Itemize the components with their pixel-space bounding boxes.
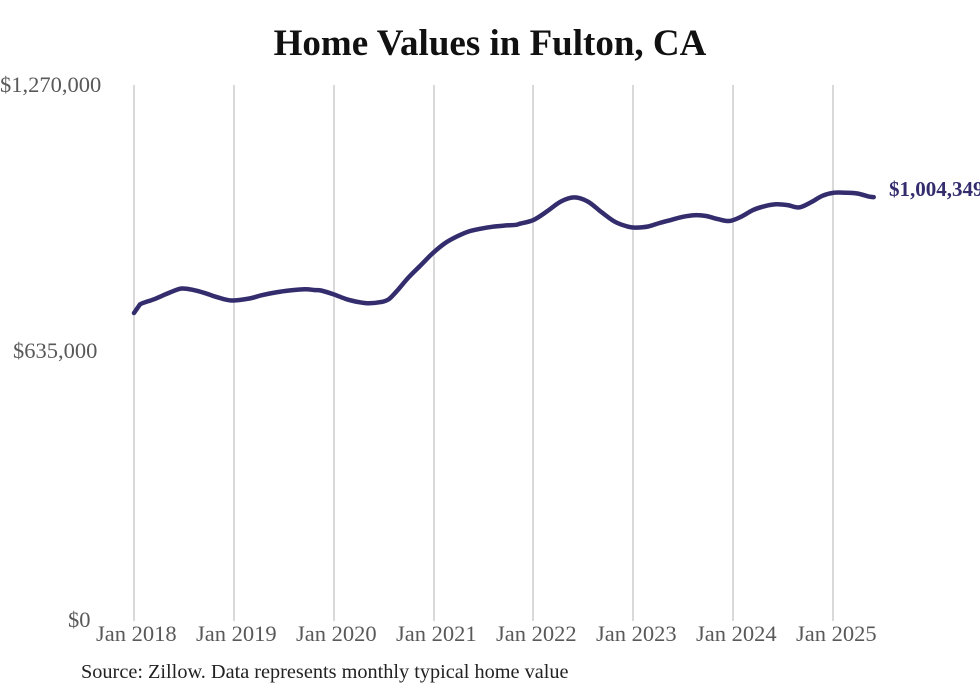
svg-text:Jan 2019: Jan 2019 xyxy=(196,621,277,646)
svg-text:Jan 2023: Jan 2023 xyxy=(596,621,677,646)
svg-text:Jan 2024: Jan 2024 xyxy=(696,621,777,646)
svg-text:Jan 2025: Jan 2025 xyxy=(796,621,877,646)
svg-text:Jan 2022: Jan 2022 xyxy=(496,621,577,646)
svg-text:Jan 2020: Jan 2020 xyxy=(296,621,377,646)
svg-text:Jan 2021: Jan 2021 xyxy=(396,621,477,646)
svg-text:$0: $0 xyxy=(68,607,91,632)
svg-text:$635,000: $635,000 xyxy=(13,338,97,363)
svg-text:Jan 2018: Jan 2018 xyxy=(96,621,177,646)
svg-text:$1,270,000: $1,270,000 xyxy=(0,72,101,97)
